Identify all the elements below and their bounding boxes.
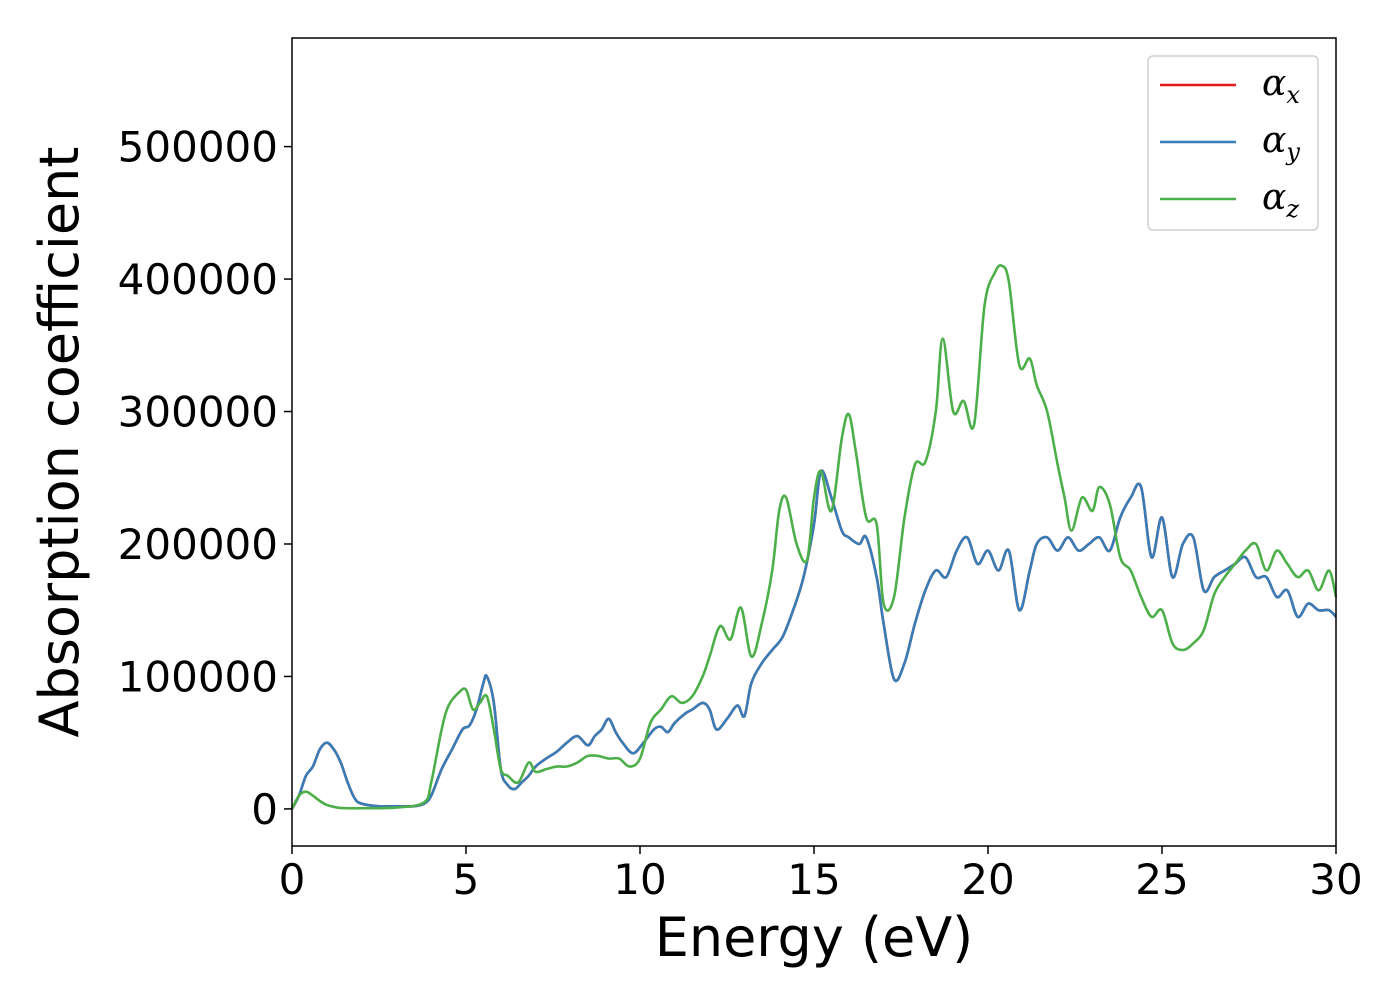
y-axis-ticks: 0 100000 200000 300000 400000 500000 [118,123,292,834]
legend-label-x: αx [1262,63,1300,109]
x-tick-label: 5 [453,855,480,904]
series-line-z [290,263,1338,810]
y-tick-label: 300000 [118,388,278,437]
series-layer [290,263,1338,810]
x-tick-label: 15 [787,855,840,904]
y-tick-label: 400000 [118,255,278,304]
x-tick-label: 0 [279,855,306,904]
series-line-y [290,469,1337,810]
x-tick-label: 30 [1309,855,1362,904]
y-tick-label: 0 [251,785,278,834]
y-tick-label: 500000 [118,123,278,172]
y-tick-label: 200000 [118,520,278,569]
legend-label-z: αz [1262,177,1299,223]
legend: αx αy αz [1147,55,1319,231]
x-axis-title: Energy (eV) [655,906,974,969]
x-tick-label: 20 [961,855,1014,904]
y-tick-label: 100000 [118,652,278,701]
legend-label-y: αy [1262,120,1300,166]
x-tick-label: 25 [1135,855,1188,904]
y-axis-title: Absorption coefficient [28,147,91,738]
x-tick-label: 10 [613,855,666,904]
x-axis-ticks: 0 5 10 15 20 25 30 [279,846,1363,904]
